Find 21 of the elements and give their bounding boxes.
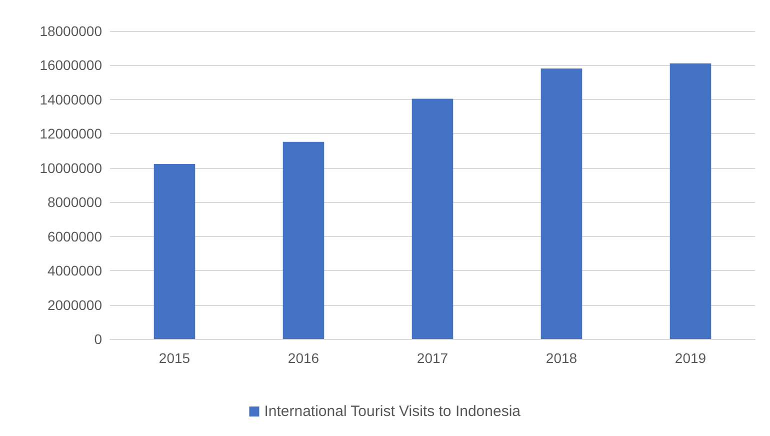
y-tick-label: 6000000 [47, 228, 102, 244]
y-tick-label: 16000000 [40, 57, 102, 74]
bar [412, 98, 454, 339]
bar [154, 164, 196, 339]
x-tick-label: 2015 [158, 350, 190, 366]
y-tick-label: 14000000 [40, 91, 102, 108]
y-tick-label: 4000000 [47, 262, 102, 279]
y-tick-label: 18000000 [40, 23, 102, 39]
bar [540, 68, 582, 339]
x-tick-label: 2019 [674, 350, 706, 366]
y-tick-label: 0 [94, 331, 102, 347]
bar [670, 63, 712, 339]
x-tick-label: 2016 [288, 350, 320, 366]
x-tick-label: 2018 [546, 350, 578, 366]
y-tick-label: 8000000 [47, 194, 102, 210]
bar [282, 142, 324, 339]
y-tick-label: 10000000 [40, 160, 102, 176]
y-tick-label: 12000000 [40, 126, 102, 142]
x-tick-label: 2017 [416, 350, 448, 366]
legend-label: International Tourist Visits to Indonesia [264, 403, 522, 420]
y-tick-label: 2000000 [47, 296, 102, 313]
